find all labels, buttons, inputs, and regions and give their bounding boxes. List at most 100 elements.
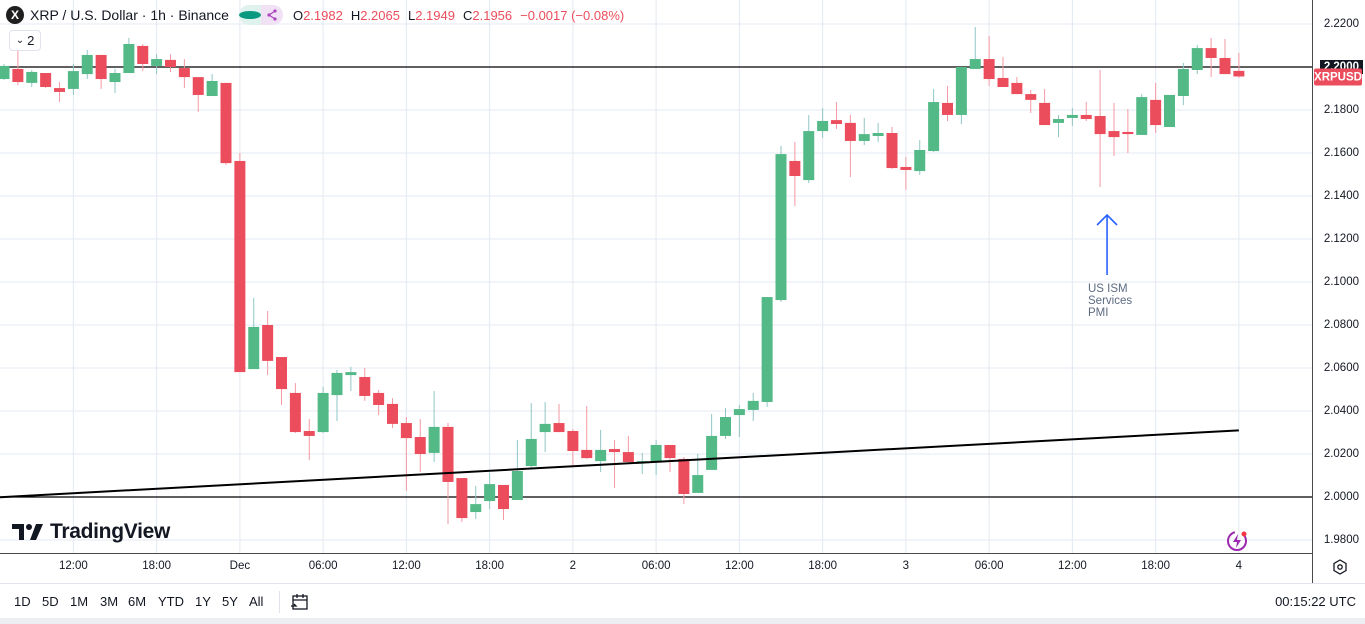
candle-down[interactable]	[886, 126, 898, 169]
candle-up[interactable]	[1053, 114, 1064, 138]
candle-down[interactable]	[276, 357, 287, 405]
candle-down[interactable]	[1025, 90, 1037, 114]
candle-down[interactable]	[997, 56, 1009, 87]
candle-down[interactable]	[1219, 39, 1231, 75]
symbol-title[interactable]: XRP / U.S. Dollar · 1h · Binance	[30, 7, 229, 23]
candle-up[interactable]	[1164, 94, 1175, 127]
candle-up[interactable]	[26, 70, 38, 87]
candle-up[interactable]	[1191, 45, 1203, 75]
candle-down[interactable]	[498, 484, 509, 521]
candle-up[interactable]	[720, 407, 731, 439]
candle-down[interactable]	[1080, 102, 1092, 121]
news-lightning-icon[interactable]	[1225, 529, 1249, 553]
candle-down[interactable]	[844, 114, 856, 178]
candle-down[interactable]	[581, 406, 593, 459]
candle-down[interactable]	[622, 435, 634, 462]
candle-down[interactable]	[1122, 108, 1134, 153]
candle-up[interactable]	[123, 37, 135, 74]
range-all-button[interactable]: All	[249, 594, 264, 609]
share-icon[interactable]	[260, 5, 283, 25]
candle-down[interactable]	[289, 383, 301, 433]
candle-up[interactable]	[1136, 94, 1148, 135]
candle-up[interactable]	[706, 414, 718, 470]
candle-down[interactable]	[220, 82, 232, 166]
candle-down[interactable]	[400, 417, 412, 491]
candle-down[interactable]	[373, 389, 385, 416]
candle-up[interactable]	[331, 369, 343, 422]
candle-down[interactable]	[414, 418, 426, 473]
range-1d-button[interactable]: 1D	[14, 594, 31, 609]
candle-down[interactable]	[1205, 37, 1217, 78]
candle-up[interactable]	[928, 88, 940, 152]
candle-up[interactable]	[428, 391, 440, 462]
candle-up[interactable]	[539, 401, 551, 453]
candle-down[interactable]	[137, 43, 149, 72]
candle-up[interactable]	[317, 386, 329, 433]
candle-down[interactable]	[789, 142, 801, 207]
candle-up[interactable]	[525, 403, 537, 468]
legend-collapse-button[interactable]: ⌄ 2	[9, 30, 41, 51]
candle-down[interactable]	[456, 478, 468, 522]
candle-down[interactable]	[1150, 82, 1162, 134]
candle-down[interactable]	[95, 54, 107, 89]
candle-up[interactable]	[0, 63, 10, 80]
candle-up[interactable]	[484, 472, 496, 510]
candle-down[interactable]	[40, 73, 52, 89]
candle-down[interactable]	[664, 444, 676, 473]
candle-up[interactable]	[345, 366, 357, 392]
candle-up[interactable]	[733, 404, 745, 438]
candle-up[interactable]	[969, 27, 981, 69]
candle-down[interactable]	[942, 85, 953, 121]
candle-up[interactable]	[109, 68, 121, 94]
price-chart[interactable]	[0, 0, 1365, 584]
candle-down[interactable]	[12, 50, 24, 86]
candle-down[interactable]	[165, 54, 176, 72]
candle-down[interactable]	[262, 311, 274, 376]
candle-up[interactable]	[817, 108, 829, 138]
candle-up[interactable]	[151, 54, 163, 75]
candle-up[interactable]	[206, 74, 218, 97]
candle-down[interactable]	[900, 157, 912, 190]
candle-up[interactable]	[955, 67, 967, 124]
candle-down[interactable]	[192, 77, 204, 112]
candle-up[interactable]	[747, 392, 759, 422]
range-ytd-button[interactable]: YTD	[158, 594, 184, 609]
candle-down[interactable]	[678, 457, 690, 505]
candle-down[interactable]	[1108, 102, 1120, 157]
candle-up[interactable]	[470, 486, 482, 519]
candle-up[interactable]	[1066, 108, 1078, 126]
candle-up[interactable]	[248, 297, 260, 370]
candle-down[interactable]	[567, 429, 579, 467]
candle-up[interactable]	[914, 140, 926, 175]
goto-date-calendar-icon[interactable]	[290, 592, 310, 612]
range-5y-button[interactable]: 5Y	[222, 594, 238, 609]
candle-up[interactable]	[858, 117, 870, 146]
candle-down[interactable]	[1011, 77, 1023, 95]
annotation-text[interactable]: US ISM Services PMI	[1088, 283, 1132, 319]
candle-down[interactable]	[178, 59, 190, 89]
candle-up[interactable]	[803, 114, 815, 184]
range-3m-button[interactable]: 3M	[100, 594, 119, 609]
candle-down[interactable]	[303, 418, 315, 461]
candle-up[interactable]	[650, 440, 662, 476]
candle-down[interactable]	[387, 398, 398, 428]
range-1y-button[interactable]: 1Y	[195, 594, 211, 609]
candle-down[interactable]	[359, 368, 371, 401]
candle-up[interactable]	[775, 145, 787, 302]
range-6m-button[interactable]: 6M	[128, 594, 147, 609]
candle-down[interactable]	[831, 102, 842, 129]
candle-down[interactable]	[1233, 53, 1245, 78]
range-5d-button[interactable]: 5D	[42, 594, 59, 609]
candle-up[interactable]	[761, 297, 773, 407]
candle-down[interactable]	[234, 153, 246, 373]
range-1m-button[interactable]: 1M	[70, 594, 89, 609]
settings-gear-icon[interactable]	[1332, 559, 1348, 575]
candle-up[interactable]	[872, 122, 884, 143]
tradingview-watermark[interactable]: TradingView	[12, 520, 170, 544]
indicator-status-pill[interactable]	[238, 5, 283, 25]
candle-down[interactable]	[1094, 70, 1106, 187]
candle-down[interactable]	[54, 82, 65, 103]
candle-down[interactable]	[553, 403, 565, 433]
candle-up[interactable]	[1177, 62, 1189, 106]
utc-clock[interactable]: 00:15:22 UTC	[1275, 594, 1356, 609]
